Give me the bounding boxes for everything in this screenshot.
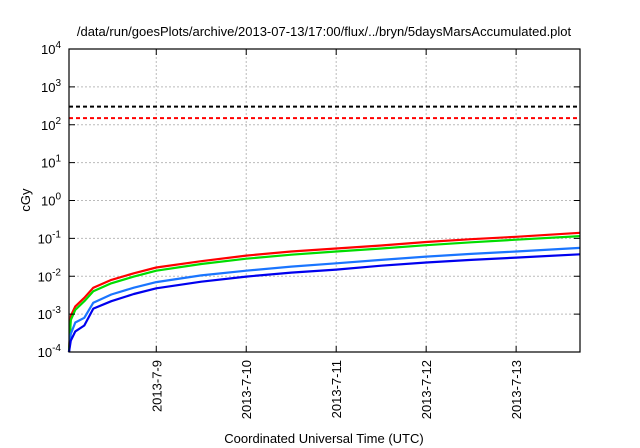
y-tick-exponent: -1 xyxy=(52,229,61,240)
y-tick-label: 100 xyxy=(41,192,61,209)
y-tick-base: 10 xyxy=(38,269,52,284)
y-axis-label: cGy xyxy=(18,188,33,212)
y-tick-base: 10 xyxy=(38,345,52,360)
x-axis-label: Coordinated Universal Time (UTC) xyxy=(224,431,423,446)
y-tick-label: 10-1 xyxy=(38,229,62,246)
x-axis: 2013-7-9 2013-7-10 2013-7-11 2013-7-12 2013-… xyxy=(149,49,524,419)
y-tick-base: 10 xyxy=(41,156,55,171)
y-tick-label: 103 xyxy=(41,78,61,95)
y-tick-base: 10 xyxy=(41,118,55,133)
series-line-red xyxy=(67,231,581,353)
y-tick-base: 10 xyxy=(38,307,52,322)
y-tick-label: 10-2 xyxy=(38,267,62,284)
y-tick-exponent: 4 xyxy=(55,40,61,51)
x-tick-label: 2013-7-12 xyxy=(419,360,434,419)
y-tick-base: 10 xyxy=(41,80,55,95)
y-tick-base: 10 xyxy=(41,42,55,57)
series-line-light-blue xyxy=(67,246,581,353)
y-tick-exponent: 1 xyxy=(55,154,61,165)
y-tick-label: 10-3 xyxy=(38,305,62,322)
threshold-lines xyxy=(69,105,580,120)
y-tick-base: 10 xyxy=(41,194,55,209)
y-tick-label: 104 xyxy=(41,40,61,57)
y-tick-label: 102 xyxy=(41,116,61,133)
y-tick-exponent: -4 xyxy=(52,343,61,354)
x-tick-label: 2013-7-13 xyxy=(509,360,524,419)
series-line-blue xyxy=(67,253,581,353)
y-tick-exponent: -2 xyxy=(52,267,61,278)
y-tick-exponent: 0 xyxy=(55,192,61,203)
y-tick-exponent: 2 xyxy=(55,116,61,127)
grid xyxy=(69,49,580,352)
y-tick-exponent: -3 xyxy=(52,305,61,316)
chart-title: /data/run/goesPlots/archive/2013-07-13/1… xyxy=(77,24,572,39)
y-tick-label: 101 xyxy=(41,154,61,171)
x-tick-label: 2013-7-10 xyxy=(239,360,254,419)
y-tick-exponent: 3 xyxy=(55,78,61,89)
x-tick-label: 2013-7-9 xyxy=(149,360,164,412)
y-tick-label: 10-4 xyxy=(38,343,62,360)
series-line-green xyxy=(67,235,581,353)
series-group xyxy=(67,231,581,353)
y-tick-base: 10 xyxy=(38,231,52,246)
x-tick-label: 2013-7-11 xyxy=(329,360,344,418)
